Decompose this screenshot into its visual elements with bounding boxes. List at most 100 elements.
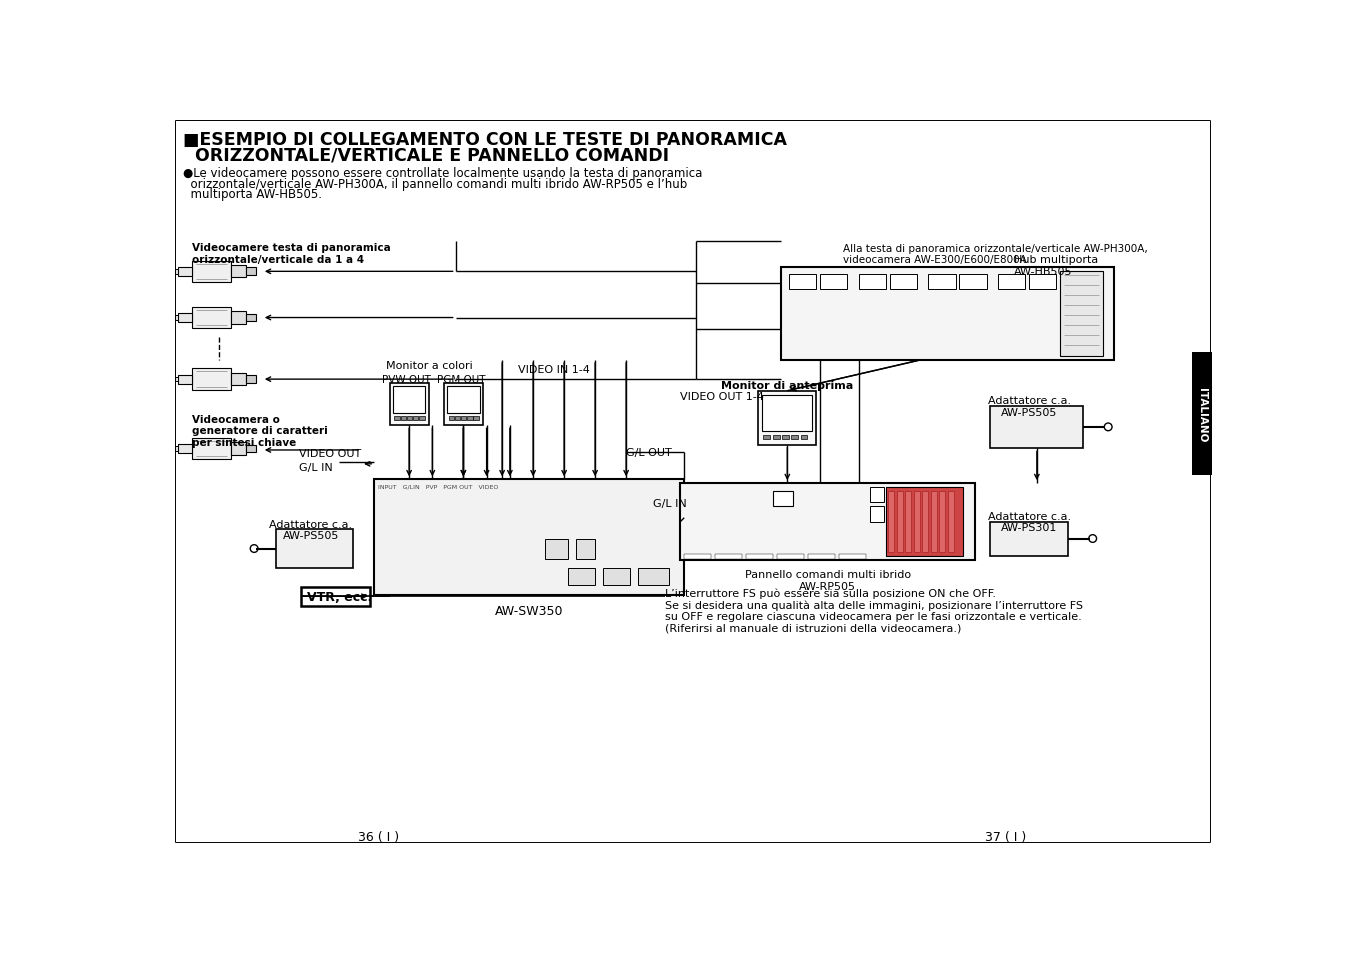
Circle shape [998, 297, 1009, 308]
Circle shape [798, 315, 809, 326]
Bar [758, 392, 816, 445]
Bar [638, 568, 669, 585]
Circle shape [797, 496, 812, 511]
Bar [792, 436, 798, 439]
Circle shape [798, 297, 809, 308]
Bar [231, 266, 246, 278]
Bar [781, 268, 1115, 360]
Text: multiporta AW-HB505.: multiporta AW-HB505. [182, 188, 322, 201]
Bar [762, 395, 812, 432]
Circle shape [1017, 332, 1028, 343]
Bar [889, 274, 917, 290]
Circle shape [808, 297, 819, 308]
Text: VIDEO IN 1-4: VIDEO IN 1-4 [517, 364, 589, 375]
Text: Alla testa di panoramica orizzontale/verticale AW-PH300A,
videocamera AW-E300/E6: Alla testa di panoramica orizzontale/ver… [843, 244, 1148, 265]
Bar [246, 375, 255, 383]
Circle shape [869, 332, 880, 343]
Bar [928, 274, 955, 290]
Circle shape [819, 496, 834, 511]
Circle shape [715, 493, 735, 513]
Text: ORIZZONTALE/VERTICALE E PANNELLO COMANDI: ORIZZONTALE/VERTICALE E PANNELLO COMANDI [182, 147, 669, 165]
Bar [178, 268, 192, 276]
Bar [178, 444, 192, 454]
Bar [859, 274, 886, 290]
Bar [467, 416, 473, 420]
Circle shape [570, 512, 585, 527]
Circle shape [929, 332, 940, 343]
Circle shape [1089, 535, 1097, 543]
Circle shape [939, 297, 950, 308]
Circle shape [642, 542, 657, 556]
Bar [389, 383, 428, 426]
Bar [897, 491, 902, 553]
Circle shape [742, 523, 762, 543]
Bar [801, 436, 808, 439]
Circle shape [948, 297, 959, 308]
Circle shape [797, 526, 812, 541]
Text: PVW OUT: PVW OUT [382, 375, 431, 384]
Text: Adattatore c.a.
AW-PS505: Adattatore c.a. AW-PS505 [988, 395, 1071, 417]
Bar [763, 436, 770, 439]
Circle shape [613, 486, 630, 501]
Text: G/L IN: G/L IN [654, 499, 688, 509]
Circle shape [588, 486, 604, 501]
Bar [948, 491, 954, 553]
Bar [870, 487, 884, 503]
Circle shape [869, 315, 880, 326]
Bar [192, 261, 231, 283]
Circle shape [419, 542, 434, 556]
Text: ITALIANO: ITALIANO [1197, 387, 1206, 441]
Circle shape [1008, 297, 1019, 308]
Circle shape [878, 332, 889, 343]
Circle shape [415, 512, 430, 527]
Circle shape [639, 486, 655, 501]
Bar [603, 568, 630, 585]
Circle shape [998, 315, 1009, 326]
Bar [1192, 353, 1212, 476]
Circle shape [878, 297, 889, 308]
Text: INPUT   G/LIN   PVP   PGM OUT   VIDEO: INPUT G/LIN PVP PGM OUT VIDEO [378, 483, 499, 489]
Bar [444, 383, 482, 426]
Circle shape [508, 512, 523, 527]
Text: Pannello comandi multi ibrido
AW-RP505: Pannello comandi multi ibrido AW-RP505 [744, 570, 911, 591]
Text: 36 ( I ): 36 ( I ) [358, 830, 399, 842]
Bar [401, 416, 407, 420]
Bar [990, 407, 1084, 449]
Circle shape [601, 512, 616, 527]
Bar [192, 308, 231, 329]
Bar [393, 387, 426, 414]
Circle shape [384, 486, 399, 501]
Circle shape [1017, 315, 1028, 326]
Circle shape [688, 493, 708, 513]
Circle shape [419, 569, 434, 583]
Bar [178, 375, 192, 384]
Bar [413, 416, 419, 420]
Bar [231, 443, 246, 456]
Bar [773, 436, 780, 439]
Bar [176, 270, 178, 274]
Circle shape [454, 569, 467, 583]
Circle shape [819, 526, 834, 541]
Circle shape [435, 486, 450, 501]
Text: AW-SW350: AW-SW350 [494, 604, 563, 618]
Circle shape [789, 315, 801, 326]
Bar [576, 539, 596, 559]
Circle shape [1104, 423, 1112, 432]
Bar [246, 314, 255, 322]
Circle shape [524, 569, 538, 583]
Bar [231, 312, 246, 324]
Bar [839, 555, 866, 559]
Circle shape [798, 332, 809, 343]
Circle shape [715, 523, 735, 543]
Circle shape [789, 332, 801, 343]
Text: Hub multiporta
AW-HB505: Hub multiporta AW-HB505 [1013, 255, 1098, 276]
Circle shape [789, 297, 801, 308]
Circle shape [869, 297, 880, 308]
Bar [231, 374, 246, 386]
Bar [870, 507, 884, 522]
Text: Videocamere testa di panoramica
orizzontale/verticale da 1 a 4: Videocamere testa di panoramica orizzont… [192, 243, 390, 264]
Circle shape [742, 493, 762, 513]
Circle shape [539, 512, 554, 527]
Circle shape [998, 332, 1009, 343]
Circle shape [461, 486, 476, 501]
